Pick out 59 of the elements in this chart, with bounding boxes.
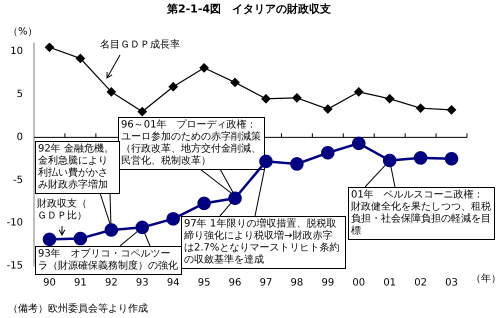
x-tick-label: 94	[166, 278, 180, 289]
point	[385, 94, 394, 104]
y-axis-title: （%）	[8, 26, 38, 38]
chart-title: 第2-1-4図 イタリアの財政収支	[166, 2, 332, 16]
annotation: 97年 1年限りの増収措置、脱税取締り強化により税収増→財政赤字は2.7%となりマーストリヒト条約の収斂基準を達成	[183, 218, 340, 266]
x-tick-label: 00	[352, 278, 366, 289]
point	[166, 212, 180, 226]
point	[259, 154, 273, 168]
x-tick-label: 99	[321, 278, 334, 289]
series-label: 財政収支（ＧＤＰ比）	[37, 198, 87, 222]
point	[261, 94, 271, 104]
y-tick-label: 0	[16, 132, 23, 143]
y-tick-label: -5	[13, 174, 23, 186]
point	[321, 146, 335, 160]
point	[136, 220, 149, 234]
point	[444, 152, 458, 166]
x-tick-label: 91	[74, 278, 87, 289]
point	[138, 107, 147, 116]
point	[44, 43, 54, 52]
x-axis-title: （年）	[471, 272, 498, 285]
point	[323, 104, 332, 114]
point	[292, 93, 302, 102]
point	[446, 105, 456, 114]
y-tick-label: -15	[6, 260, 23, 272]
point	[42, 232, 56, 246]
point	[76, 54, 85, 64]
y-tick-label: 10	[10, 46, 23, 58]
annotation: 96～01年 プローディ政権：ユーロ参加のための赤字削減策（行政改革、地方交付金削減、民営化、税制改革）	[121, 118, 261, 167]
x-tick-label: 97	[260, 278, 272, 289]
point	[228, 191, 242, 205]
point	[414, 151, 428, 165]
x-tick-label: 01	[383, 278, 396, 289]
x-tick-label: 90	[43, 278, 56, 289]
x-tick-label: 93	[136, 278, 149, 289]
point	[290, 157, 304, 171]
y-tick-label: 5	[16, 89, 23, 100]
x-tick-label: 92	[104, 278, 118, 289]
annotation: 01年 ベルルスコーニ政権：財政健全化を果たしつつ、租税負担・社会保障負担の軽減を目標	[351, 188, 491, 237]
series-label: 名目ＧＤＰ成長率	[100, 38, 180, 51]
annotation: 92年 金融危機。金利急騰により利払い費がかさみ財政赤字増加	[38, 142, 114, 191]
point	[197, 196, 211, 210]
x-tick-label: 96	[228, 278, 242, 289]
point	[74, 232, 88, 246]
point	[354, 87, 364, 96]
x-tick-label: 02	[414, 278, 427, 289]
x-tick-label: 98	[290, 278, 304, 289]
point	[416, 104, 426, 113]
point	[104, 223, 118, 237]
text: （備考）欧州委員会等より作成	[8, 302, 148, 315]
point	[168, 82, 178, 92]
point	[230, 78, 240, 88]
point	[200, 63, 209, 72]
y-tick-label: -10	[6, 218, 23, 229]
point	[106, 87, 116, 96]
x-tick-label: 03	[445, 278, 458, 289]
point	[382, 154, 396, 168]
annotation: 93年 オブリコ・コペルツーラ（財源確保義務制度）の強化	[38, 248, 178, 272]
x-tick-label: 95	[198, 278, 210, 289]
point	[352, 136, 366, 150]
